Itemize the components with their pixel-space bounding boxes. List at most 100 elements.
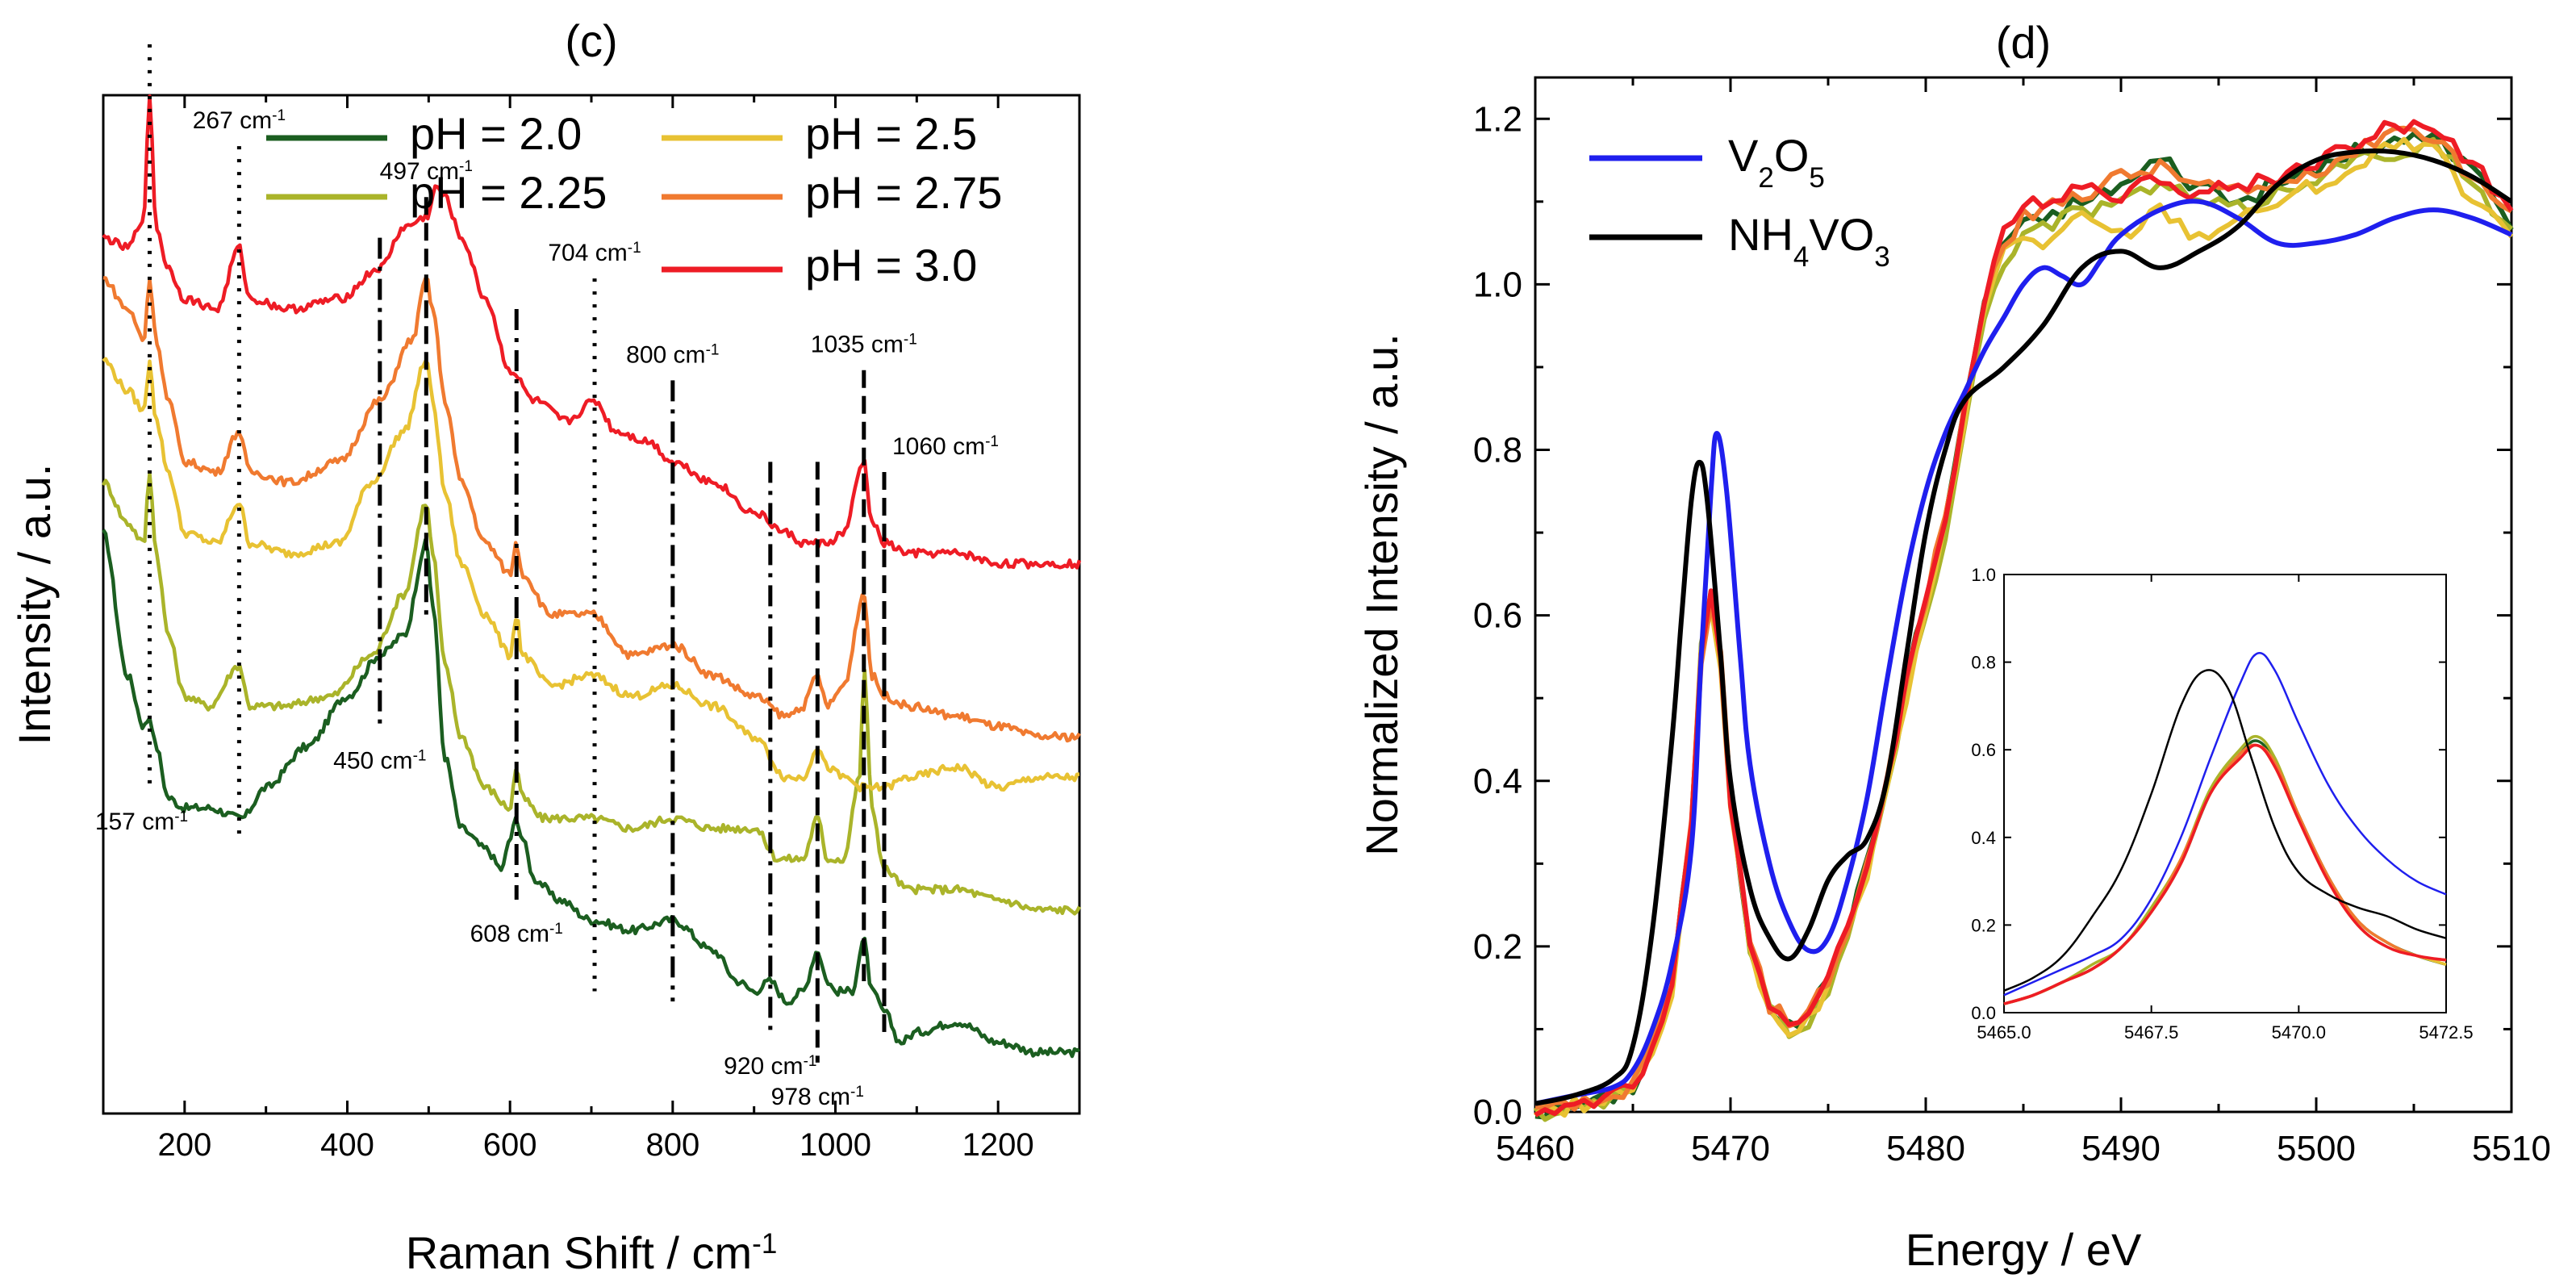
y-tick-label-part: 1.0 bbox=[1473, 265, 1522, 304]
x-tick-label: 800 bbox=[645, 1127, 699, 1163]
x-tick-label: 400 bbox=[320, 1127, 374, 1163]
x-tick-label-part: 400 bbox=[320, 1127, 374, 1163]
legend-label-part: 2 bbox=[1758, 162, 1773, 194]
x-tick-label: 5460 bbox=[1496, 1129, 1575, 1168]
series-line-V2O5 bbox=[1534, 198, 2513, 1106]
x-axis-label-part: Raman Shift / cm bbox=[406, 1227, 752, 1278]
y-axis-label: Normalized Intensity / a.u. bbox=[1356, 333, 1407, 855]
peak-label-267-part: -1 bbox=[272, 107, 286, 124]
series-line-pH-2-5 bbox=[102, 357, 1080, 793]
peak-label-440-part: 450 cm bbox=[333, 747, 412, 774]
legend-label: pH = 2.25 bbox=[410, 167, 607, 218]
y-tick-label: 0.8 bbox=[1473, 431, 1522, 470]
legend-label-part: pH = 2.5 bbox=[805, 108, 977, 159]
peak-label-608-part: -1 bbox=[549, 920, 563, 937]
legend-label-part: VO bbox=[1809, 209, 1874, 260]
inset-y-tick-label-part: 0.0 bbox=[1971, 1003, 1996, 1023]
y-tick-label-part: 0.2 bbox=[1473, 927, 1522, 967]
y-tick-label-part: 0.4 bbox=[1473, 762, 1522, 801]
x-tick-label-part: 1000 bbox=[800, 1127, 871, 1163]
peak-label-497-part: 497 cm bbox=[380, 158, 459, 185]
series-line-pH-2-75 bbox=[102, 275, 1081, 743]
series-line-NH4VO3 bbox=[1534, 148, 2513, 1106]
peak-label-800-part: 800 cm bbox=[626, 341, 705, 368]
inset-x-tick-label-part: 5467.5 bbox=[2124, 1022, 2178, 1043]
x-tick-label: 600 bbox=[483, 1127, 537, 1163]
inset-y-tick-label-part: 0.8 bbox=[1971, 653, 1996, 673]
peak-label-704-part: -1 bbox=[628, 240, 641, 257]
y-axis-label: Intensity / a.u. bbox=[9, 464, 60, 746]
legend-label: pH = 2.5 bbox=[805, 108, 977, 159]
peak-label-1060: 1060 cm-1 bbox=[892, 432, 999, 460]
panel-d-xanes-chart: 5460 5470 5480 5490 5500 5510 0.0 0.2 0.4 0.6 0.8 1… bbox=[1356, 17, 2551, 1275]
inset-x-tick-label: 5467.5 bbox=[2124, 1022, 2178, 1043]
x-tick-label: 5480 bbox=[1886, 1129, 1965, 1168]
peak-label-157-part: -1 bbox=[174, 809, 188, 825]
y-tick-label: 0.2 bbox=[1473, 927, 1522, 967]
x-tick-label-part: 5500 bbox=[2277, 1129, 2356, 1168]
x-tick-label-part: 5470 bbox=[1691, 1129, 1770, 1168]
peak-label-497: 497 cm-1 bbox=[380, 158, 473, 186]
legend-label: pH = 2.0 bbox=[410, 108, 582, 159]
legend-label-part: pH = 2.75 bbox=[805, 167, 1002, 218]
peak-label-978-part: -1 bbox=[850, 1083, 864, 1100]
y-tick-label: 0.4 bbox=[1473, 762, 1522, 801]
x-tick-label-part: 5510 bbox=[2472, 1129, 2551, 1168]
inset-x-tick-label-part: 5470.0 bbox=[2272, 1022, 2326, 1043]
panel-c-raman-chart: 200 400 600 800 1000 1200(c)Raman Shift / cm-… bbox=[9, 15, 1082, 1278]
inset-y-tick-label: 1.0 bbox=[1971, 565, 1996, 585]
x-tick-label: 5510 bbox=[2472, 1129, 2551, 1168]
y-tick-label-part: 0.0 bbox=[1473, 1093, 1522, 1132]
x-tick-label-part: 5490 bbox=[2081, 1129, 2161, 1168]
x-tick-label-part: 600 bbox=[483, 1127, 537, 1163]
inset-y-tick-label-part: 0.2 bbox=[1971, 915, 1996, 935]
legend-label: pH = 2.75 bbox=[805, 167, 1002, 218]
inset-series-line-V2O5 bbox=[2003, 651, 2447, 997]
x-tick-label: 1000 bbox=[800, 1127, 871, 1163]
y-axis-label-part: Intensity / a.u. bbox=[9, 464, 60, 746]
x-tick-label-part: 5460 bbox=[1496, 1129, 1575, 1168]
x-axis-label: Raman Shift / cm-1 bbox=[406, 1227, 778, 1278]
peak-label-267: 267 cm-1 bbox=[193, 107, 286, 135]
series-line-pH-2-25 bbox=[102, 471, 1081, 916]
chart-title: (c) bbox=[565, 15, 617, 66]
inset-series-line-NH4VO3 bbox=[2003, 669, 2447, 992]
peak-label-157: 157 cm-1 bbox=[95, 809, 188, 836]
peak-label-1035-part: -1 bbox=[904, 331, 917, 348]
x-tick-label-part: 200 bbox=[157, 1127, 211, 1163]
legend-label-part: pH = 2.0 bbox=[410, 108, 582, 159]
x-axis-label: Energy / eV bbox=[1906, 1224, 2142, 1275]
inset-x-tick-label: 5465.0 bbox=[1977, 1022, 2031, 1043]
legend-label-part: O bbox=[1774, 130, 1810, 181]
peak-label-1035-part: 1035 cm bbox=[811, 332, 904, 358]
peak-label-920-part: -1 bbox=[804, 1053, 817, 1070]
x-tick-label-part: 800 bbox=[645, 1127, 699, 1163]
y-tick-label-part: 0.6 bbox=[1473, 596, 1522, 636]
legend-label-part: 4 bbox=[1793, 241, 1809, 273]
peak-label-497-part: -1 bbox=[459, 158, 473, 175]
legend-label: V2O5 bbox=[1728, 130, 1825, 194]
legend-label-part: pH = 2.25 bbox=[410, 167, 607, 218]
x-axis-label-part: Energy / eV bbox=[1906, 1224, 2142, 1275]
peak-label-1060-part: 1060 cm bbox=[892, 433, 985, 460]
x-tick-label: 5470 bbox=[1691, 1129, 1770, 1168]
legend-label: pH = 3.0 bbox=[805, 240, 977, 290]
peak-label-704: 704 cm-1 bbox=[548, 240, 641, 267]
x-tick-label-part: 1200 bbox=[962, 1127, 1034, 1163]
y-tick-label: 0.6 bbox=[1473, 596, 1522, 636]
peak-label-978-part: 978 cm bbox=[771, 1084, 850, 1110]
peak-label-704-part: 704 cm bbox=[548, 240, 627, 266]
inset-x-tick-label: 5472.5 bbox=[2419, 1022, 2473, 1043]
peak-label-800-part: -1 bbox=[706, 341, 720, 358]
inset-y-tick-label-part: 1.0 bbox=[1971, 565, 1996, 585]
series-line-pH-2-0 bbox=[102, 529, 1080, 1059]
x-axis-label-part: -1 bbox=[752, 1228, 777, 1260]
peak-label-608: 608 cm-1 bbox=[470, 920, 563, 947]
inset-x-tick-label-part: 5472.5 bbox=[2419, 1022, 2473, 1043]
x-tick-label: 200 bbox=[157, 1127, 211, 1163]
inset-chart: 5465.0 5467.5 5470.0 5472.5 0.0 0.2 0.4 0.6 0.8 1… bbox=[1971, 565, 2473, 1043]
y-tick-label-part: 0.8 bbox=[1473, 431, 1522, 470]
y-tick-label: 0.0 bbox=[1473, 1093, 1522, 1132]
peak-label-608-part: 608 cm bbox=[470, 921, 549, 947]
chart-title-part: (d) bbox=[1996, 17, 2051, 68]
